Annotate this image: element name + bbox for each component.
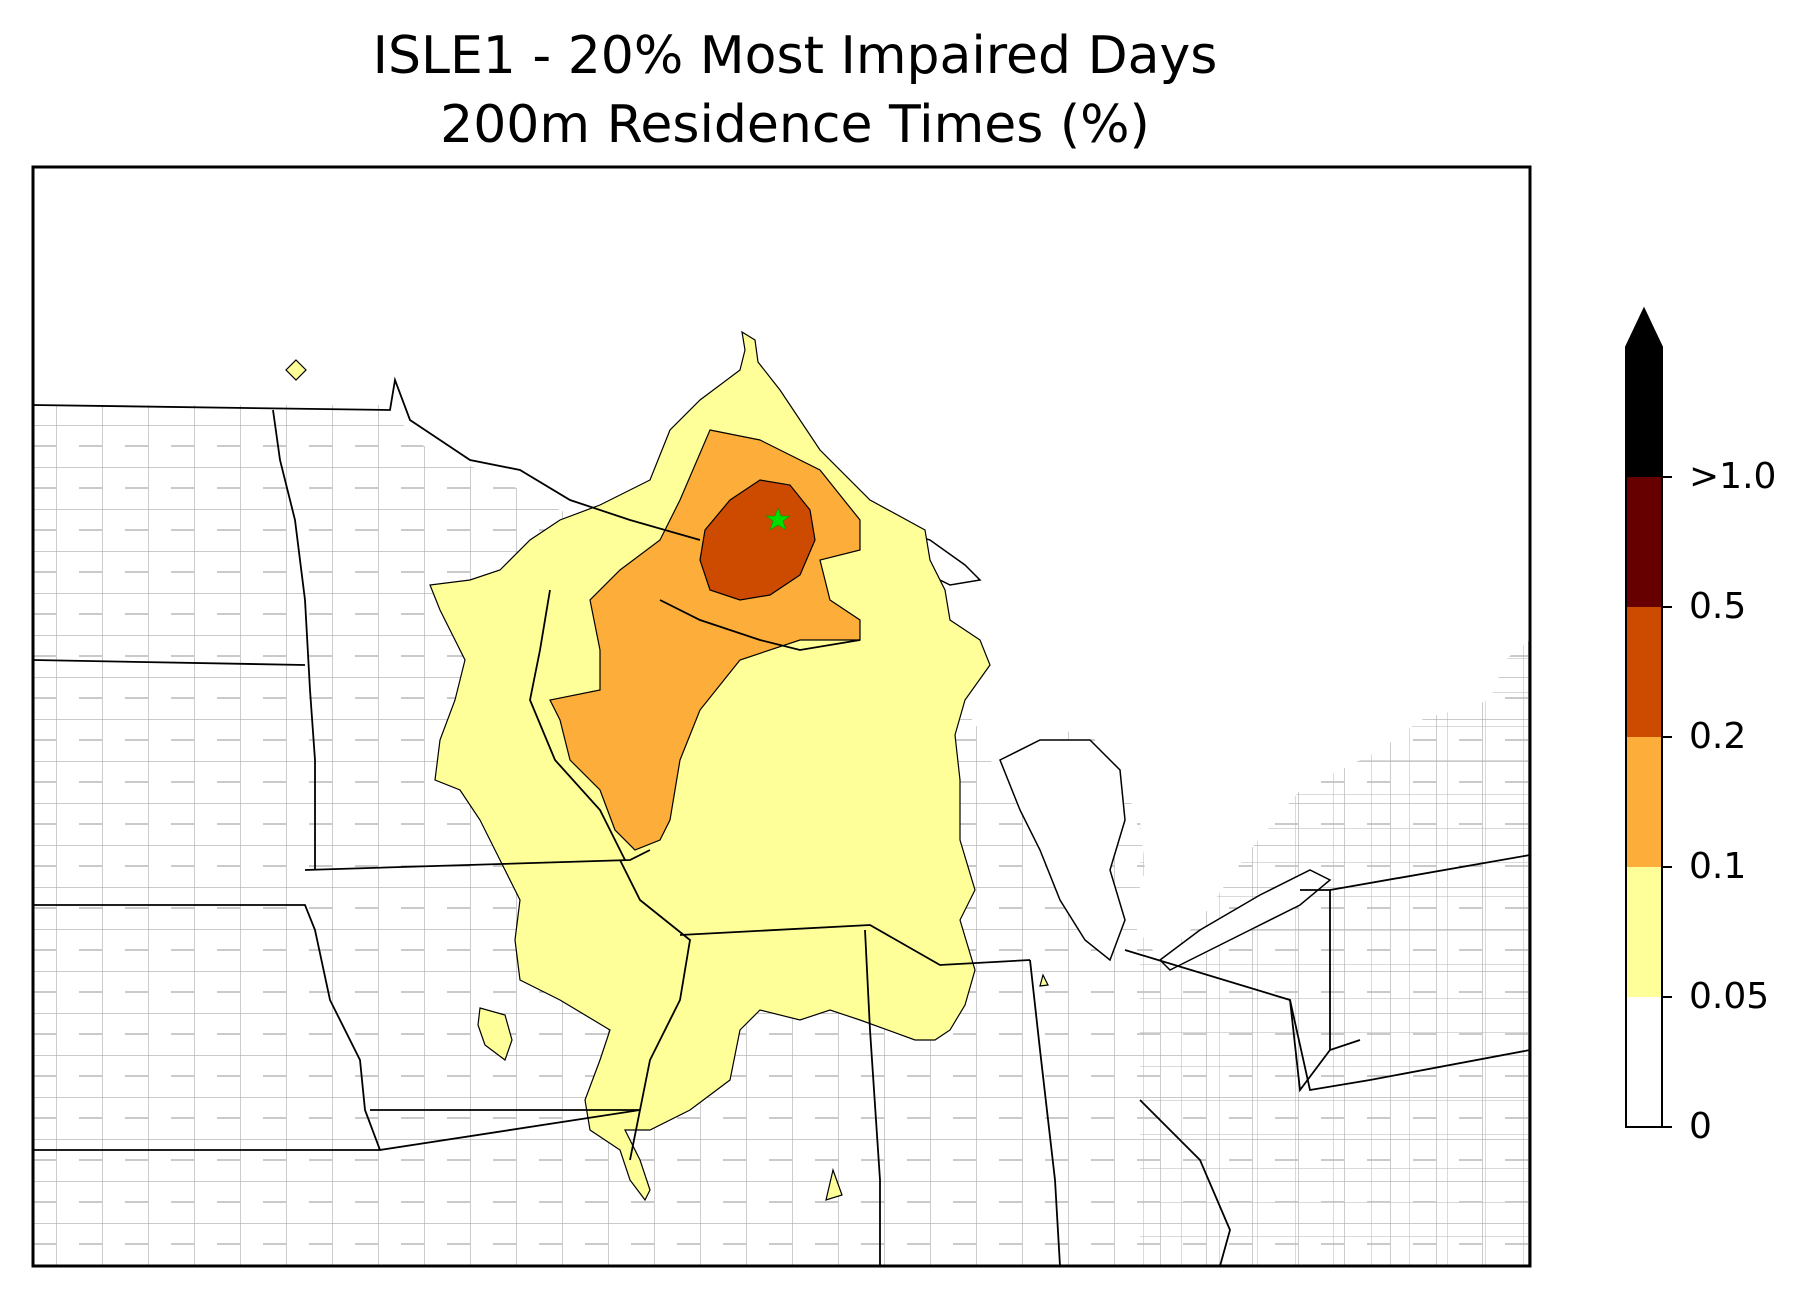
map-content — [33, 167, 1530, 1266]
colorbar — [1625, 306, 1672, 1128]
colorbar-outline — [1625, 306, 1663, 1128]
state-borders — [33, 376, 1530, 1266]
lake-huron — [999, 739, 1126, 962]
map-frame — [31, 165, 1532, 1268]
colorbar-label-2: 0.1 — [1689, 846, 1747, 887]
colorbar-bin-2 — [1626, 737, 1662, 867]
colorbar-label-5: >1.0 — [1689, 456, 1777, 497]
lake-erie — [1158, 869, 1332, 971]
contour-patch-east — [1039, 973, 1049, 987]
contour-patch-iowa — [477, 1007, 513, 1061]
map-title-line1: ISLE1 - 20% Most Impaired Days — [372, 26, 1218, 86]
site-star-icon — [765, 507, 791, 531]
colorbar-label-4: 0.5 — [1689, 586, 1747, 627]
colorbar-label-3: 0.2 — [1689, 716, 1747, 757]
colorbar-label-1: 0.05 — [1689, 976, 1770, 1017]
colorbar-bin-3 — [1626, 607, 1662, 737]
colorbar-bin-4 — [1626, 477, 1662, 607]
colorbar-bin-1 — [1626, 867, 1662, 997]
colorbar-label-0: 0 — [1689, 1106, 1712, 1147]
map-title-line2: 200m Residence Times (%) — [440, 95, 1150, 155]
colorbar-bin-extend — [1626, 347, 1662, 477]
contour-patch-nw — [285, 359, 307, 381]
colorbar-extend-arrow — [1626, 309, 1662, 347]
colorbar-bin-0 — [1626, 997, 1662, 1127]
contour-patch-south — [825, 1167, 843, 1201]
contour-0.2-0.5 — [699, 479, 816, 601]
